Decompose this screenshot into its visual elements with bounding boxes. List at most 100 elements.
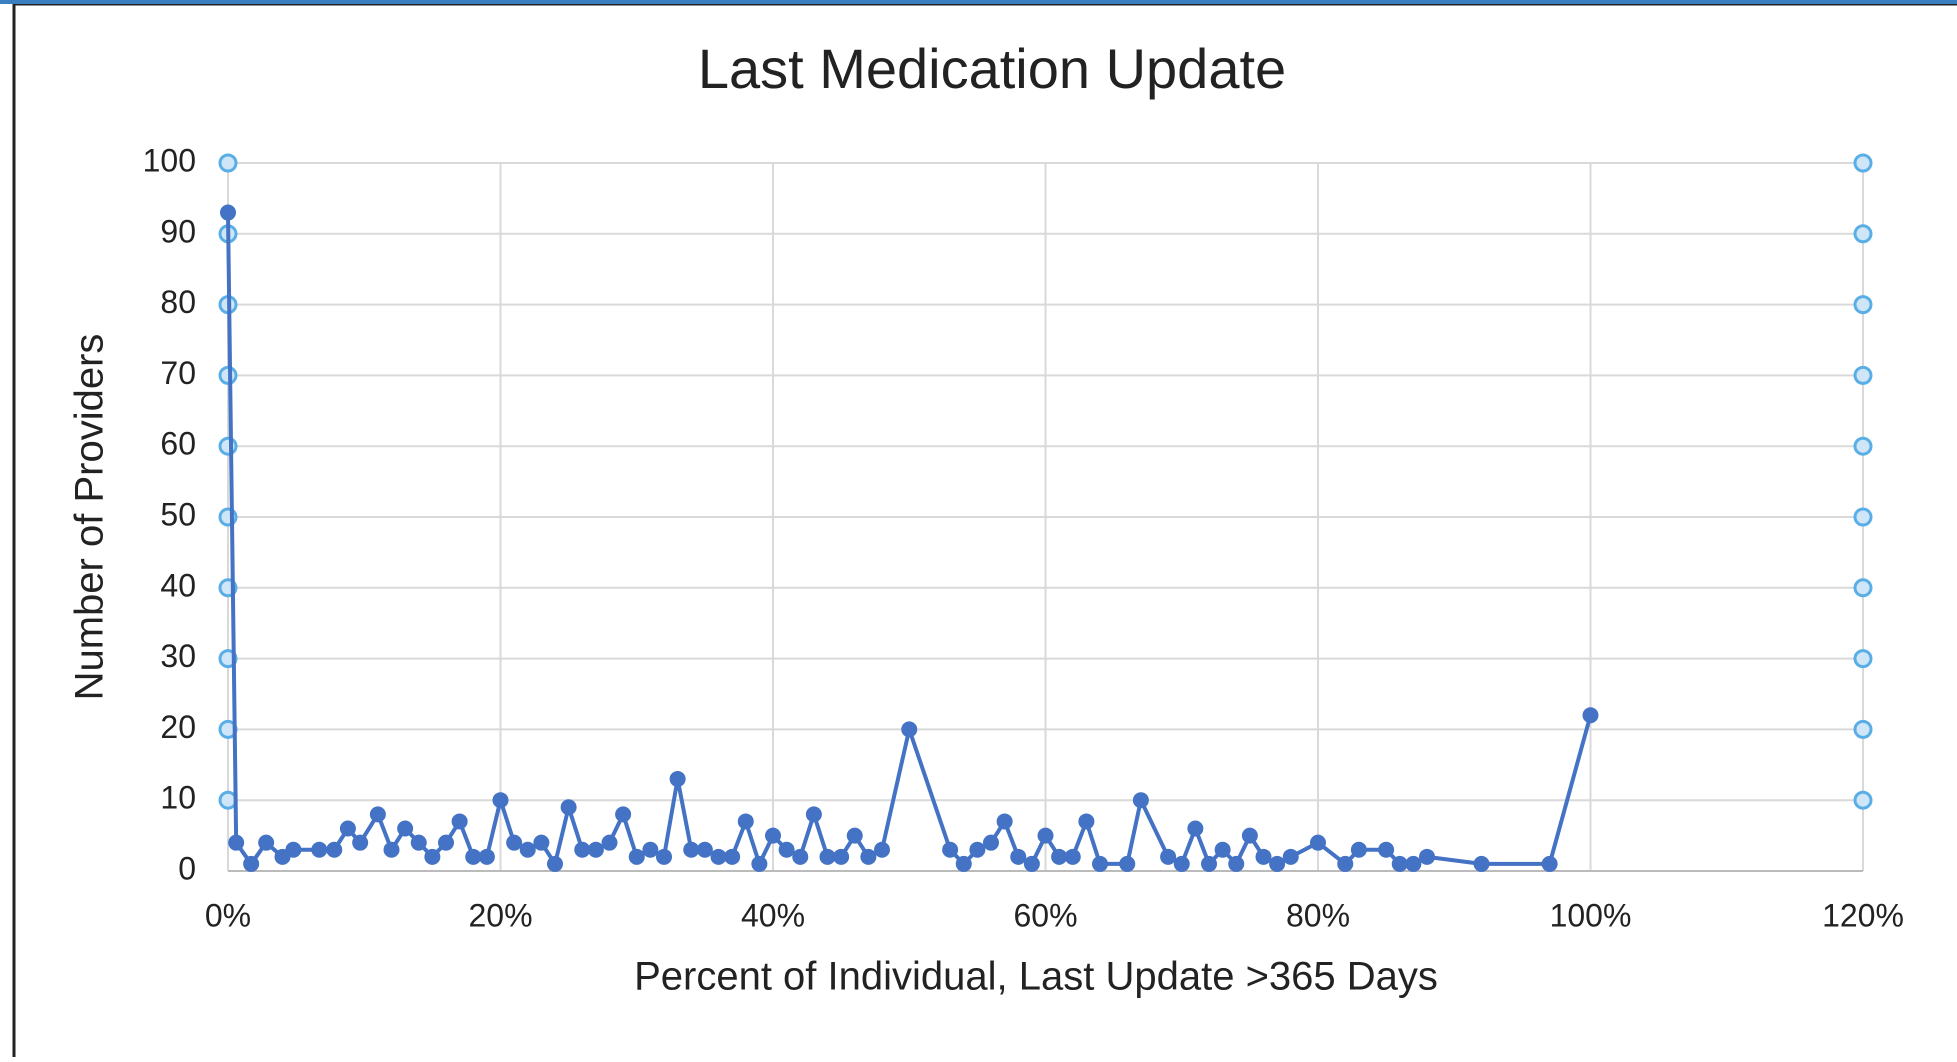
data-point [1255,848,1272,865]
data-point [218,365,238,385]
data-point [311,841,328,858]
data-point [326,841,343,858]
data-point [1419,848,1435,865]
data-point [465,848,482,865]
data-line [226,212,1593,866]
x-tick-label: 60% [1013,897,1077,933]
data-point [1269,855,1286,872]
data-point [492,792,509,809]
data-point [805,806,822,823]
data-point [1853,365,1873,385]
data-point [683,841,700,858]
data-point [792,848,809,865]
data-point [1132,792,1149,809]
y-tick-label: 20 [160,709,196,745]
data-point [642,841,659,858]
data-point [533,834,550,851]
data-point [547,855,563,872]
data-point [1064,848,1081,865]
y-tick-label: 30 [160,638,196,674]
data-point [901,721,918,738]
x-tick-label: 120% [1822,897,1904,933]
data-point [438,834,454,851]
data-point [601,834,618,851]
data-point [1051,848,1068,865]
data-point [258,834,275,851]
data-point [996,813,1013,830]
data-point [1853,719,1873,739]
y-tick-label: 60 [160,426,196,462]
y-axis-label: Number of Providers [68,334,112,701]
data-point [1582,707,1599,724]
data-point [352,834,369,851]
data-point [1853,649,1873,669]
data-point [519,841,536,858]
data-point [1160,848,1177,865]
y-tick-label: 100 [143,142,196,178]
data-point [1350,841,1367,858]
x-tick-label: 0% [205,897,251,933]
data-point [1853,578,1873,598]
data-point [478,848,495,865]
data-point [574,841,591,858]
data-point [1337,855,1354,872]
data-point [243,855,260,872]
data-point [669,770,686,787]
x-tick-label: 20% [468,897,532,933]
data-point [1010,848,1027,865]
data-point [1201,855,1217,872]
data-point [1228,855,1245,872]
data-point [1241,827,1258,844]
data-point [1541,855,1558,872]
data-point [778,841,795,858]
data-point [228,834,245,851]
data-point [1853,507,1873,527]
data-point [1187,820,1204,837]
data-point [560,799,577,816]
y-tick-label: 90 [160,213,196,249]
data-point [220,204,236,221]
data-point [1378,841,1395,858]
x-tick-label: 100% [1550,897,1632,933]
data-point [410,834,427,851]
x-tick-label: 40% [741,897,805,933]
y-tick-label: 70 [160,355,196,391]
y-tick-label: 40 [160,567,196,603]
data-point [846,827,863,844]
data-point [969,841,986,858]
data-point [1853,295,1873,315]
data-point [1391,855,1408,872]
data-point [628,848,645,865]
data-point [218,153,238,173]
data-point [710,848,727,865]
frame [12,2,1957,1062]
data-point [451,813,468,830]
data-point [587,841,604,858]
data-point [696,841,713,858]
chart-title: Last Medication Update [698,37,1286,100]
data-point [751,855,768,872]
data-point [1173,855,1190,872]
data-point [942,841,959,858]
data-point [424,848,441,865]
data-point [1037,827,1054,844]
data-point [1853,153,1873,173]
data-point [1119,855,1136,872]
data-point [955,855,972,872]
x-axis-label: Percent of Individual, Last Update >365 … [634,955,1438,999]
data-point [339,820,356,837]
data-point [615,806,632,823]
data-point [397,820,414,837]
data-point [833,848,850,865]
data-point [724,848,741,865]
y-tick-label: 10 [160,780,196,816]
data-point [1310,834,1326,851]
data-point [1023,855,1040,872]
data-point [506,834,523,851]
data-point [218,436,238,456]
data-point [765,827,781,844]
data-point [1405,855,1422,872]
data-point [1282,848,1299,865]
data-point [1092,855,1108,872]
